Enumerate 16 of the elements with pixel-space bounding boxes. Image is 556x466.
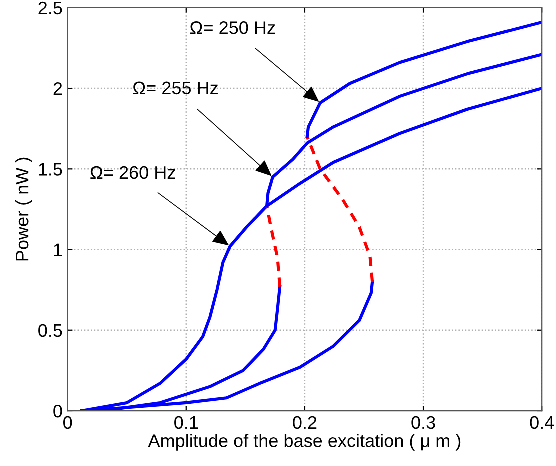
- x-tick-label: 0.1: [174, 416, 198, 430]
- annotation: Ω= 255 Hz: [133, 82, 218, 95]
- x-tick-label: 0: [64, 416, 72, 430]
- x-tick-label: 0.4: [530, 416, 554, 430]
- y-tick-label: 1.5: [39, 163, 62, 176]
- y-tick-label: 0.5: [38, 324, 62, 338]
- x-axis-title: Amplitude of the base excitation ( μ m ): [148, 434, 461, 451]
- y-axis-title: Power ( nW ): [15, 158, 32, 261]
- annotation: Ω= 250 Hz: [190, 22, 276, 34]
- y-tick-label: 2.5: [38, 2, 62, 15]
- x-tick-label: 0.2: [293, 416, 317, 430]
- y-tick-label: 0: [54, 404, 62, 418]
- y-tick-label: 1: [54, 244, 62, 256]
- annotation: Ω= 260 Hz: [90, 166, 176, 180]
- y-tick-label: 2: [54, 82, 62, 96]
- x-tick-label: 0.3: [412, 416, 436, 430]
